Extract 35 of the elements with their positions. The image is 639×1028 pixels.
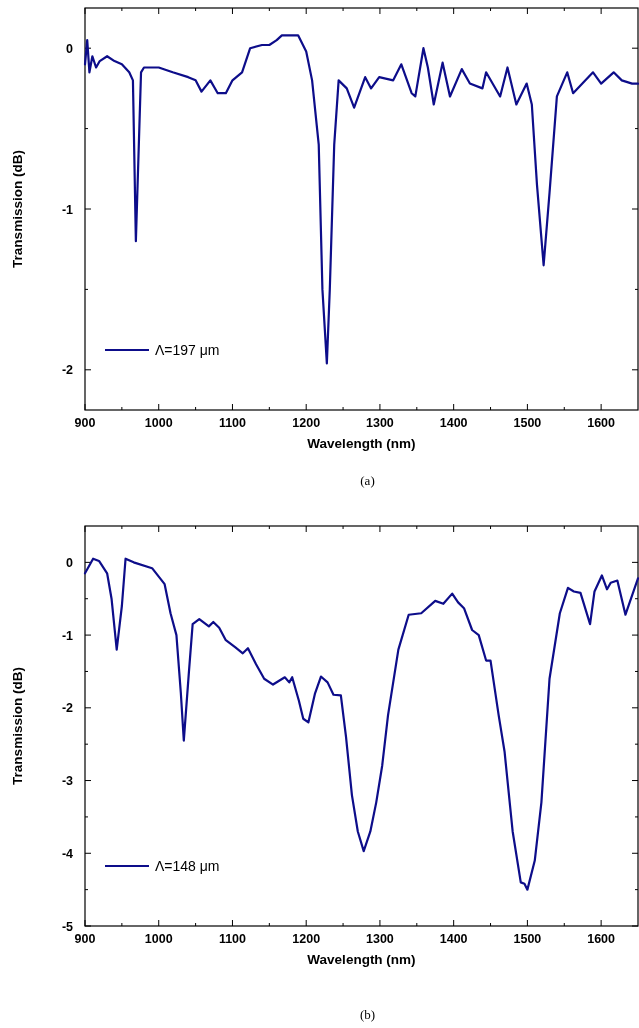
y-tick-label: 0 xyxy=(66,41,74,56)
y-tick-label: 0 xyxy=(66,555,74,570)
y-tick-label: -1 xyxy=(61,202,74,217)
y-tick-label: -4 xyxy=(61,846,74,861)
y-tick-label: -5 xyxy=(61,919,74,934)
y-tick-label: -2 xyxy=(61,363,74,378)
x-tick-label: 1300 xyxy=(366,932,394,946)
y-tick-label: -3 xyxy=(61,774,74,789)
legend-label: Λ=197 μm xyxy=(155,342,220,358)
x-tick-label: 1100 xyxy=(218,416,247,430)
x-tick-label: 1500 xyxy=(513,416,542,430)
x-tick-label: 1000 xyxy=(144,416,173,430)
x-tick-label: 900 xyxy=(74,416,96,430)
x-tick-label: 1400 xyxy=(439,932,468,946)
x-tick-label: 1300 xyxy=(366,416,394,430)
y-axis-title: Transmission (dB) xyxy=(10,667,25,785)
x-tick-label: 1100 xyxy=(218,932,247,946)
line-series xyxy=(83,34,639,365)
x-tick-label: 1600 xyxy=(587,932,616,946)
x-tick-label: 900 xyxy=(74,932,96,946)
x-tick-label: 1000 xyxy=(144,932,173,946)
text: (a) xyxy=(360,473,375,488)
y-tick-label: -2 xyxy=(61,701,74,716)
text: (b) xyxy=(359,1007,376,1022)
x-tick-label: 1200 xyxy=(292,416,321,430)
x-axis-title: Wavelength (nm) xyxy=(307,436,416,451)
x-axis-title: Wavelength (nm) xyxy=(307,952,416,967)
y-axis-title: Transmission (dB) xyxy=(10,150,25,268)
x-tick-label: 1400 xyxy=(439,416,468,430)
x-tick-label: 1500 xyxy=(513,932,542,946)
y-tick-label: -1 xyxy=(61,628,74,643)
line-series xyxy=(83,557,639,891)
x-tick-label: 1600 xyxy=(587,416,616,430)
legend-label: Λ=148 μm xyxy=(155,858,220,874)
x-tick-label: 1200 xyxy=(292,932,321,946)
